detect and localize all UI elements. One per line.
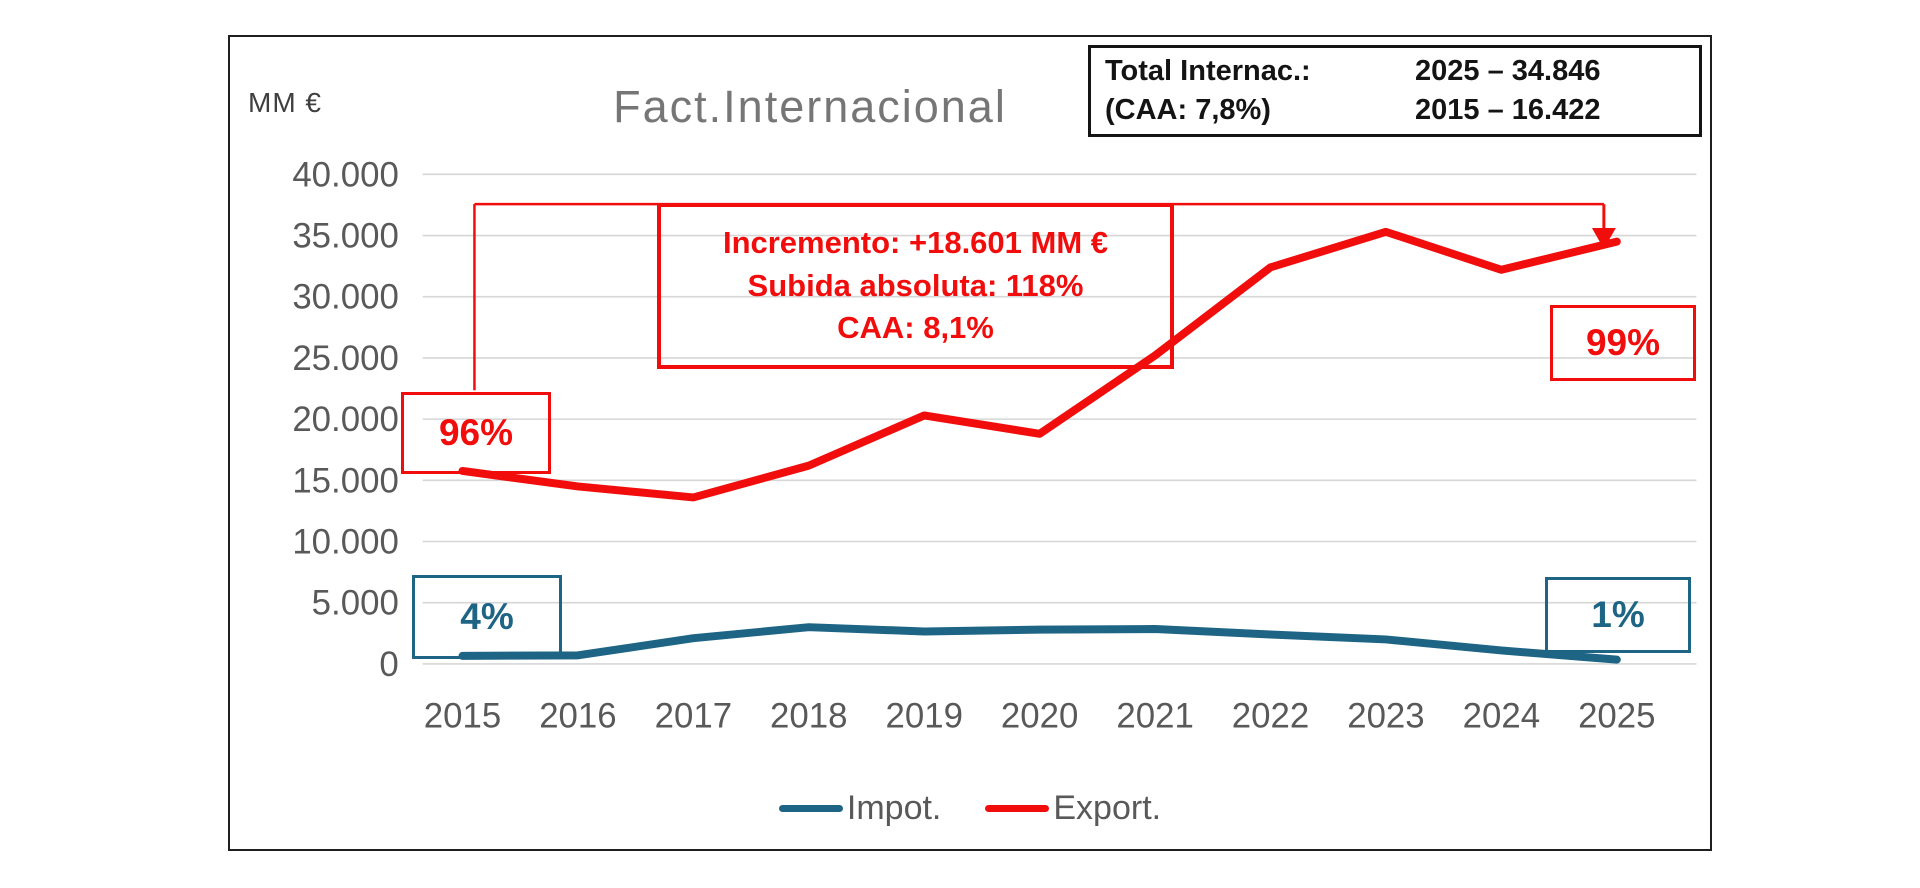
increment-line2: Subida absoluta: 118%	[747, 267, 1084, 303]
callout-export-end: 99%	[1550, 305, 1696, 381]
increment-annotation-box: Incremento: +18.601 MM € Subida absoluta…	[657, 203, 1174, 369]
x-tick-label: 2015	[424, 697, 501, 736]
x-tick-label: 2025	[1578, 697, 1655, 736]
y-tick-label: 10.000	[292, 522, 398, 561]
total-label-line2: (CAA: 7,8%)	[1105, 94, 1271, 126]
increment-line3: CAA: 8,1%	[837, 310, 994, 346]
y-tick-label: 20.000	[292, 400, 398, 439]
import-series-line	[458, 623, 1621, 664]
export-series-line	[458, 227, 1621, 502]
callout-import-end: 1%	[1545, 577, 1691, 653]
x-tick-label: 2023	[1347, 697, 1424, 736]
total-label-line1: Total Internac.:	[1105, 55, 1311, 87]
callout-export-start: 96%	[401, 392, 551, 474]
x-tick-label: 2024	[1463, 697, 1540, 736]
chart-frame: 0 5.000 10.000 15.000 20.000 25.000 30.000 35.0…	[228, 35, 1712, 851]
x-tick-label: 2022	[1232, 697, 1309, 736]
total-value-line2: 2015 – 16.422	[1415, 94, 1601, 126]
callout-import-start: 4%	[412, 575, 562, 659]
x-tick-label: 2018	[770, 697, 847, 736]
y-axis-unit-label: MM €	[248, 87, 322, 118]
export-line-swatch-icon	[985, 805, 1050, 812]
y-tick-label: 35.000	[292, 216, 398, 255]
total-value-line1: 2025 – 34.846	[1415, 55, 1601, 87]
legend-item-import: Impot.	[778, 789, 942, 828]
chart-legend: Impot. Export.	[230, 789, 1710, 828]
x-tick-label: 2019	[885, 697, 962, 736]
total-summary-box: Total Internac.: 2025 – 34.846 (CAA: 7,8…	[1088, 45, 1702, 137]
y-tick-label: 40.000	[292, 155, 398, 194]
y-tick-label: 0	[379, 645, 398, 684]
legend-label-export: Export.	[1053, 789, 1162, 827]
increment-line1: Incremento: +18.601 MM €	[722, 224, 1109, 260]
legend-label-import: Impot.	[846, 789, 942, 827]
y-tick-label: 30.000	[292, 278, 398, 317]
chart-title: Fact.Internacional	[613, 81, 1007, 132]
legend-item-export: Export.	[985, 789, 1161, 828]
x-tick-label: 2021	[1116, 697, 1193, 736]
y-tick-label: 5.000	[312, 584, 399, 623]
x-tick-label: 2016	[539, 697, 616, 736]
annotation-arrowhead-icon	[1591, 228, 1616, 249]
y-tick-label: 25.000	[292, 339, 398, 378]
x-tick-label: 2017	[655, 697, 732, 736]
line-chart-plot: 0 5.000 10.000 15.000 20.000 25.000 30.000 35.0…	[292, 155, 1697, 736]
x-tick-label: 2020	[1001, 697, 1078, 736]
y-tick-label: 15.000	[292, 461, 398, 500]
import-line-swatch-icon	[778, 805, 843, 812]
